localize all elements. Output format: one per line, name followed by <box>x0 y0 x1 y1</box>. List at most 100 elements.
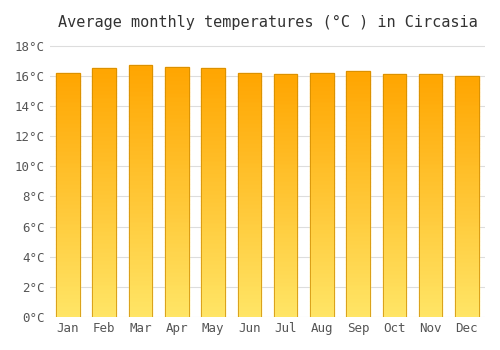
Bar <box>455 229 478 233</box>
Bar <box>346 125 370 129</box>
Bar <box>455 148 478 152</box>
Bar <box>56 256 80 260</box>
Bar <box>382 103 406 107</box>
Bar <box>455 277 478 281</box>
Bar <box>128 309 152 313</box>
Bar <box>128 187 152 191</box>
Bar <box>165 280 188 284</box>
Bar <box>310 170 334 175</box>
Bar <box>238 264 261 268</box>
Bar <box>382 86 406 91</box>
Bar <box>128 300 152 304</box>
Bar <box>346 84 370 88</box>
Bar <box>455 212 478 217</box>
Bar <box>274 131 297 135</box>
Bar <box>56 248 80 252</box>
Bar <box>274 192 297 196</box>
Bar <box>165 246 188 250</box>
Bar <box>165 67 188 317</box>
Bar <box>128 136 152 141</box>
Bar <box>238 285 261 289</box>
Bar <box>310 244 334 248</box>
Bar <box>238 309 261 313</box>
Bar <box>56 89 80 93</box>
Bar <box>128 166 152 170</box>
Bar <box>202 243 225 247</box>
Bar <box>92 110 116 114</box>
Bar <box>455 76 478 80</box>
Bar <box>455 180 478 184</box>
Bar <box>56 130 80 134</box>
Bar <box>310 93 334 97</box>
Bar <box>128 271 152 275</box>
Bar <box>310 272 334 276</box>
Bar <box>382 268 406 273</box>
Bar <box>202 131 225 135</box>
Bar <box>56 97 80 101</box>
Bar <box>238 170 261 175</box>
Bar <box>56 175 80 179</box>
Bar <box>382 220 406 224</box>
Bar <box>128 284 152 288</box>
Bar <box>56 81 80 85</box>
Bar <box>238 158 261 162</box>
Bar <box>419 74 442 78</box>
Bar <box>128 65 152 69</box>
Bar <box>128 69 152 73</box>
Bar <box>92 160 116 164</box>
Bar <box>310 187 334 191</box>
Bar <box>310 260 334 264</box>
Bar <box>238 191 261 195</box>
Bar <box>382 297 406 301</box>
Bar <box>274 188 297 192</box>
Bar <box>274 244 297 248</box>
Bar <box>455 84 478 88</box>
Bar <box>310 81 334 85</box>
Bar <box>92 151 116 155</box>
Bar <box>165 271 188 275</box>
Bar <box>382 119 406 123</box>
Bar <box>165 250 188 254</box>
Bar <box>310 85 334 89</box>
Bar <box>382 232 406 236</box>
Bar <box>455 257 478 261</box>
Bar <box>455 80 478 84</box>
Bar <box>238 142 261 146</box>
Bar <box>128 212 152 216</box>
Bar <box>382 155 406 159</box>
Bar <box>56 118 80 122</box>
Bar <box>274 301 297 305</box>
Bar <box>128 74 152 78</box>
Bar <box>92 85 116 89</box>
Bar <box>455 112 478 116</box>
Bar <box>238 134 261 138</box>
Bar <box>92 193 116 197</box>
Bar <box>346 288 370 293</box>
Bar <box>310 138 334 142</box>
Bar <box>202 126 225 131</box>
Bar <box>346 182 370 186</box>
Bar <box>128 208 152 212</box>
Bar <box>56 305 80 309</box>
Bar <box>165 217 188 221</box>
Bar <box>419 293 442 297</box>
Bar <box>455 241 478 245</box>
Bar <box>92 122 116 126</box>
Bar <box>128 275 152 279</box>
Bar <box>382 115 406 119</box>
Bar <box>382 293 406 297</box>
Bar <box>202 209 225 214</box>
Bar <box>165 242 188 246</box>
Bar <box>202 89 225 93</box>
Bar <box>455 196 478 201</box>
Bar <box>274 224 297 228</box>
Bar <box>346 190 370 194</box>
Bar <box>274 293 297 297</box>
Bar <box>346 186 370 190</box>
Bar <box>56 110 80 113</box>
Bar <box>238 77 261 81</box>
Bar <box>346 264 370 268</box>
Bar <box>346 100 370 104</box>
Bar <box>128 267 152 271</box>
Bar <box>165 304 188 309</box>
